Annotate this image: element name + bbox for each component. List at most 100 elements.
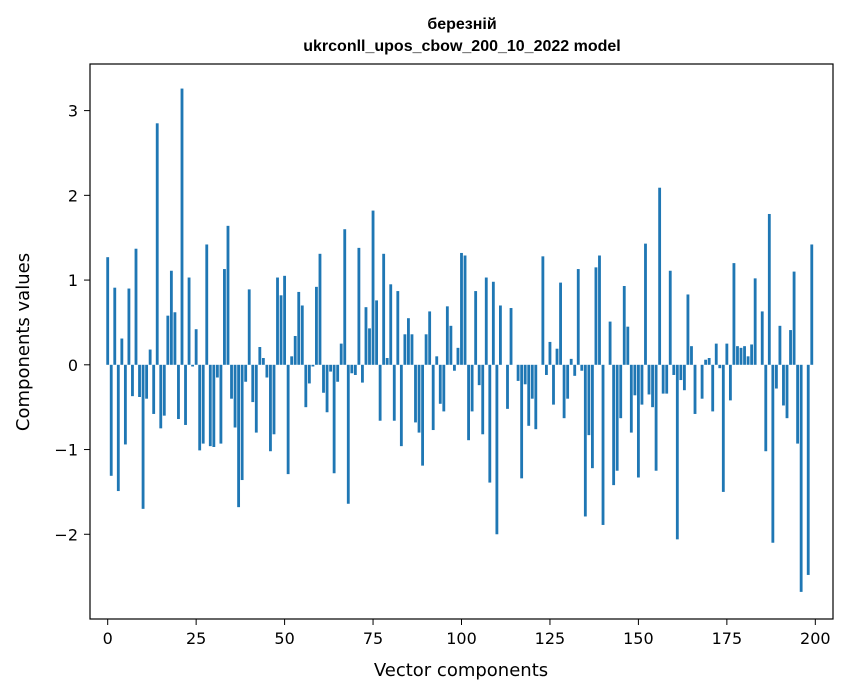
- bar-86: [410, 334, 414, 365]
- bar-155: [654, 364, 658, 471]
- bar-108: [488, 364, 492, 483]
- chart-subtitle: ukrconll_upos_cbow_200_10_2022 model: [303, 38, 620, 55]
- bar-127: [555, 348, 559, 365]
- bar-130: [566, 364, 570, 399]
- bar-146: [622, 286, 626, 365]
- bar-34: [226, 225, 230, 365]
- bar-165: [690, 346, 693, 365]
- bar-57: [307, 364, 311, 384]
- bar-65: [336, 364, 340, 382]
- bar-128: [559, 282, 562, 365]
- bar-15: [159, 364, 163, 429]
- bar-189: [774, 364, 778, 389]
- bar-50: [283, 275, 287, 365]
- bar-125: [548, 341, 552, 365]
- bar-152: [644, 243, 647, 365]
- bar-9: [138, 364, 141, 397]
- bar-114: [509, 308, 513, 365]
- bar-126: [552, 364, 555, 405]
- bar-18: [169, 270, 173, 365]
- x-tick-label-150: 150: [623, 629, 654, 648]
- bar-2: [113, 287, 117, 365]
- bar-32: [219, 364, 223, 444]
- bar-44: [261, 358, 265, 365]
- bar-144: [615, 364, 619, 471]
- bar-176: [728, 364, 732, 401]
- bar-13: [152, 364, 156, 414]
- bar-110: [495, 364, 499, 535]
- bar-54: [297, 291, 301, 365]
- y-tick-label-0: 0: [68, 356, 78, 375]
- bar-39: [244, 364, 248, 382]
- bar-196: [799, 364, 803, 592]
- bar-106: [481, 364, 485, 435]
- bar-168: [700, 364, 704, 399]
- bar-161: [675, 364, 679, 540]
- bar-117: [520, 364, 524, 479]
- bar-24: [191, 364, 195, 367]
- bar-190: [778, 325, 782, 365]
- bar-164: [686, 294, 690, 365]
- bar-26: [198, 364, 202, 451]
- bar-71: [357, 247, 361, 365]
- bar-25: [194, 329, 198, 365]
- bar-182: [750, 344, 754, 365]
- bar-17: [166, 315, 170, 365]
- bar-147: [626, 326, 630, 365]
- bar-105: [477, 364, 481, 386]
- bar-163: [682, 364, 686, 391]
- bar-131: [569, 358, 573, 365]
- bar-157: [661, 364, 665, 394]
- x-tick-label-25: 25: [186, 629, 206, 648]
- bar-67: [343, 229, 347, 365]
- bar-169: [704, 359, 708, 365]
- bar-8: [134, 248, 138, 365]
- bar-188: [771, 364, 775, 543]
- bar-178: [736, 346, 739, 365]
- bar-36: [233, 364, 237, 428]
- bar-150: [636, 364, 640, 478]
- bar-149: [633, 364, 637, 396]
- x-axis-label: Vector components: [374, 660, 548, 681]
- bar-45: [265, 364, 269, 378]
- bar-143: [612, 364, 616, 486]
- bar-187: [767, 213, 771, 365]
- bar-35: [230, 364, 233, 399]
- bar-31: [215, 364, 219, 378]
- y-tick-label-1: 1: [68, 271, 78, 290]
- bar-134: [580, 364, 584, 371]
- bar-56: [304, 364, 308, 408]
- bar-64: [332, 364, 336, 474]
- bar-11: [145, 364, 149, 399]
- bar-192: [785, 364, 789, 419]
- bar-12: [148, 349, 152, 365]
- bar-142: [608, 321, 612, 365]
- y-axis-label: Components values: [13, 253, 34, 431]
- bar-88: [417, 364, 421, 433]
- bar-91: [428, 311, 432, 365]
- bar-84: [403, 334, 407, 365]
- bar-174: [721, 364, 725, 492]
- bar-5: [123, 364, 127, 445]
- bar-175: [725, 343, 729, 365]
- bar-38: [240, 364, 244, 481]
- bar-194: [792, 271, 796, 365]
- bar-94: [438, 364, 442, 404]
- bar-160: [672, 364, 676, 375]
- bar-102: [467, 364, 470, 441]
- bar-75: [371, 210, 375, 365]
- bar-41: [251, 364, 255, 403]
- bar-27: [201, 364, 205, 444]
- bar-156: [658, 187, 662, 365]
- bar-77: [378, 364, 382, 421]
- bar-62: [325, 364, 329, 413]
- bar-100: [460, 252, 463, 365]
- bar-111: [499, 305, 502, 365]
- bar-96: [445, 306, 449, 365]
- bar-23: [187, 277, 191, 365]
- bar-30: [212, 364, 216, 447]
- bar-97: [449, 325, 453, 365]
- bar-10: [141, 364, 145, 509]
